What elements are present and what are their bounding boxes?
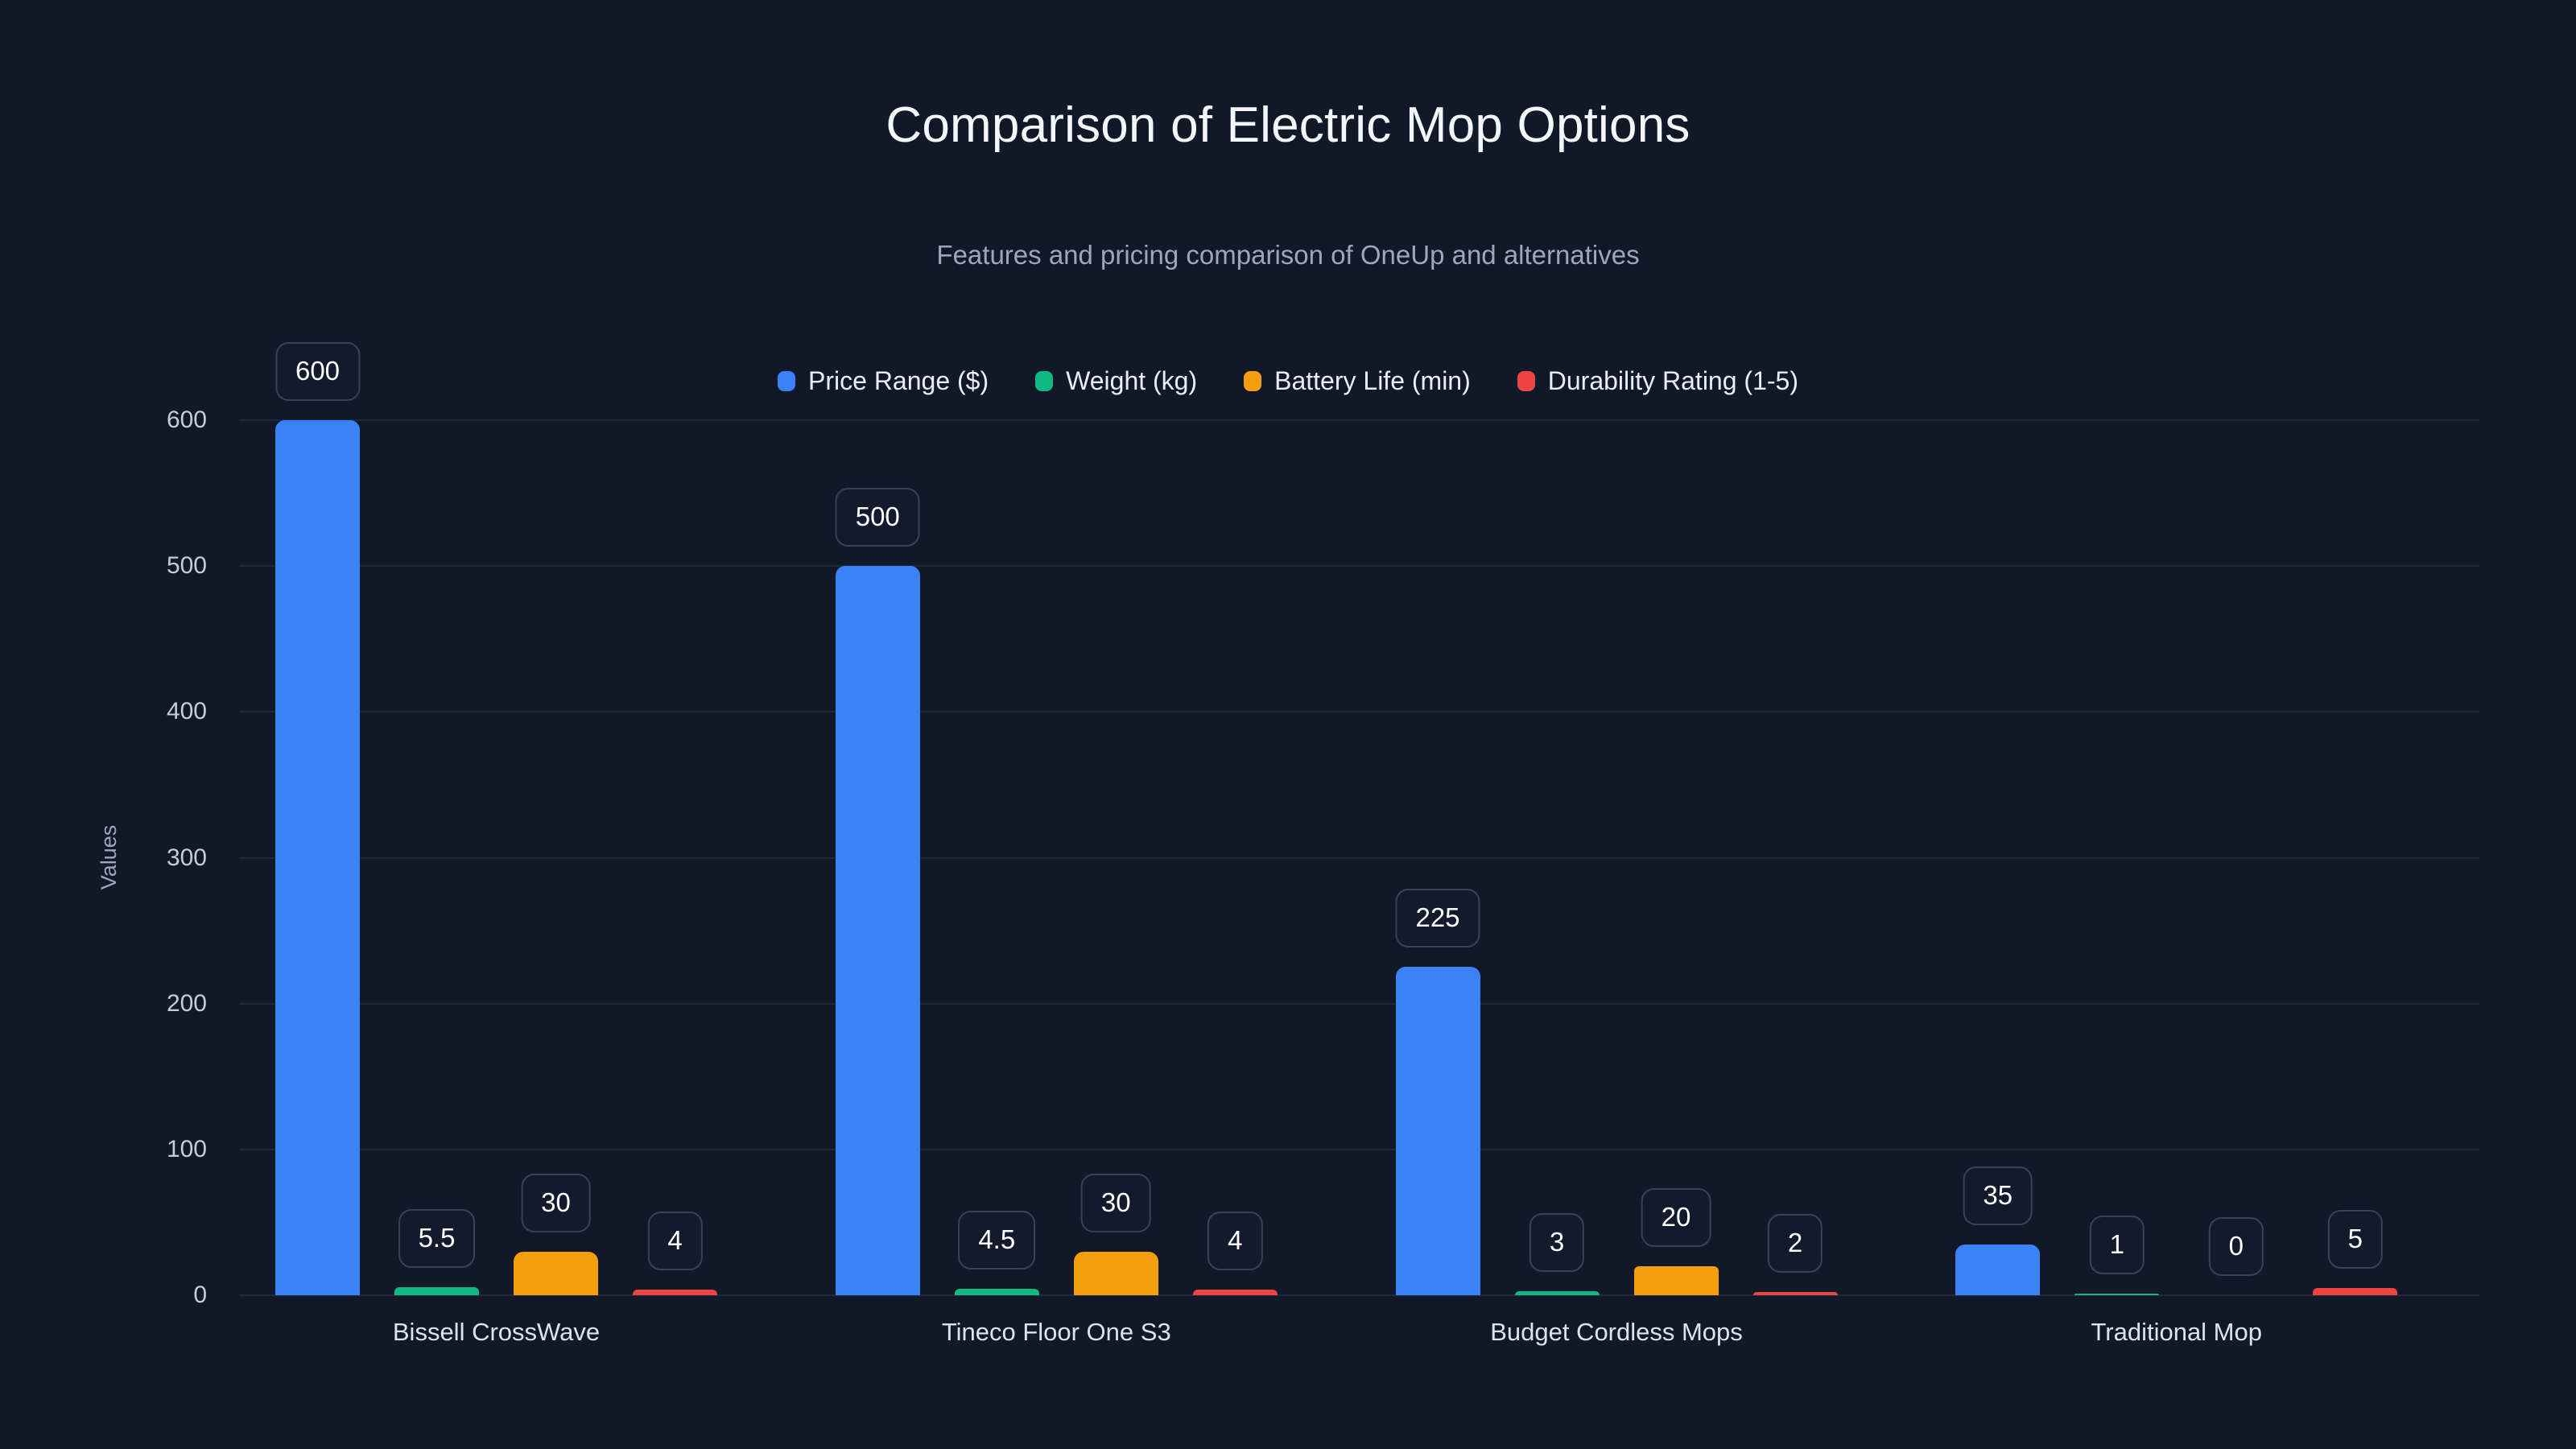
gridline [239, 857, 2479, 859]
x-axis-tick-label: Bissell CrossWave [392, 1318, 601, 1346]
bar[interactable] [394, 1287, 479, 1295]
legend-item-durability-rating[interactable]: Durability Rating (1-5) [1517, 366, 1798, 396]
bar[interactable] [275, 420, 360, 1295]
bar[interactable] [1633, 1265, 1719, 1295]
gridline [239, 1002, 2479, 1005]
gridline [239, 565, 2479, 568]
y-axis-tick-label: 500 [166, 552, 207, 580]
bar-group: 35 1 0 5 Traditional Mop [1955, 420, 2398, 1346]
legend-item-weight[interactable]: Weight (kg) [1035, 366, 1197, 396]
bar[interactable] [2313, 1287, 2398, 1295]
bar-value-label: 35 [1963, 1166, 2033, 1225]
gridline [239, 1294, 2479, 1296]
x-axis-tick-label: Tineco Floor One S3 [941, 1318, 1171, 1346]
bar[interactable] [1073, 1251, 1158, 1295]
chart-legend: Price Range ($) Weight (kg) Battery Life… [0, 366, 2576, 396]
legend-item-price-range[interactable]: Price Range ($) [778, 366, 989, 396]
x-axis-tick-label: Budget Cordless Mops [1490, 1318, 1743, 1346]
gridline [239, 711, 2479, 713]
legend-label-battery-life: Battery Life (min) [1274, 366, 1471, 395]
legend-swatch-icon-durability-rating [1517, 371, 1535, 391]
bar-value-label: 2 [1767, 1214, 1823, 1274]
bar[interactable] [1955, 1244, 2041, 1295]
legend-label-weight: Weight (kg) [1066, 366, 1198, 395]
bar-value-label: 3 [1529, 1212, 1585, 1272]
y-axis-tick-label: 300 [166, 844, 207, 871]
legend-swatch-icon-price-range [778, 371, 796, 391]
legend-swatch-icon-weight [1035, 371, 1054, 391]
plot-area: 0 100 200 300 400 500 600 600 5.5 30 4 Bissell Cro… [167, 342, 2479, 1346]
bar-group: 500 4.5 30 4 Tineco Floor One S3 [835, 420, 1278, 1346]
bar-value-label: 5 [2327, 1209, 2383, 1269]
bar-value-label: 225 [1395, 889, 1480, 948]
gridline [239, 1148, 2479, 1150]
legend-item-battery-life[interactable]: Battery Life (min) [1244, 366, 1471, 396]
bar[interactable] [1192, 1289, 1278, 1295]
bar-value-label: 600 [275, 342, 361, 401]
bar-value-label: 20 [1641, 1187, 1711, 1247]
y-axis-tick-label: 200 [166, 989, 207, 1017]
bar[interactable] [514, 1251, 598, 1295]
bar[interactable] [2074, 1294, 2160, 1295]
bar-value-label: 0 [2208, 1217, 2264, 1276]
gridline [239, 419, 2479, 421]
chart-title: Comparison of Electric Mop Options [886, 97, 1690, 153]
bar-group: 600 5.5 30 4 Bissell CrossWave [275, 342, 717, 1346]
bar-value-label: 1 [2089, 1216, 2145, 1275]
bar[interactable] [835, 566, 920, 1295]
bar[interactable] [1395, 967, 1480, 1295]
bar[interactable] [633, 1289, 717, 1295]
legend-label-price-range: Price Range ($) [808, 366, 989, 395]
chart-subtitle: Features and pricing comparison of OneUp… [936, 240, 1640, 270]
y-axis-tick-label: 400 [166, 698, 207, 725]
bar[interactable] [954, 1288, 1039, 1295]
bar-value-label: 30 [521, 1173, 591, 1232]
legend-swatch-icon-battery-life [1244, 371, 1262, 391]
y-axis-tick-label: 600 [166, 407, 207, 433]
bar-value-label: 500 [835, 488, 920, 547]
bar-group: 225 3 20 2 Budget Cordless Mops [1395, 420, 1838, 1346]
legend-label-durability-rating: Durability Rating (1-5) [1547, 366, 1798, 395]
bar-value-label: 4 [1208, 1211, 1263, 1270]
bar-value-label: 4 [647, 1211, 703, 1270]
bar-value-label: 4.5 [958, 1210, 1036, 1269]
bar[interactable] [1752, 1292, 1838, 1295]
x-axis-tick-label: Traditional Mop [2091, 1318, 2262, 1346]
bar[interactable] [1514, 1290, 1600, 1295]
y-axis-tick-label: 100 [166, 1135, 207, 1162]
bar-value-label: 30 [1080, 1173, 1151, 1232]
bar-value-label: 5.5 [398, 1209, 476, 1269]
y-axis-tick-label: 0 [193, 1282, 207, 1308]
